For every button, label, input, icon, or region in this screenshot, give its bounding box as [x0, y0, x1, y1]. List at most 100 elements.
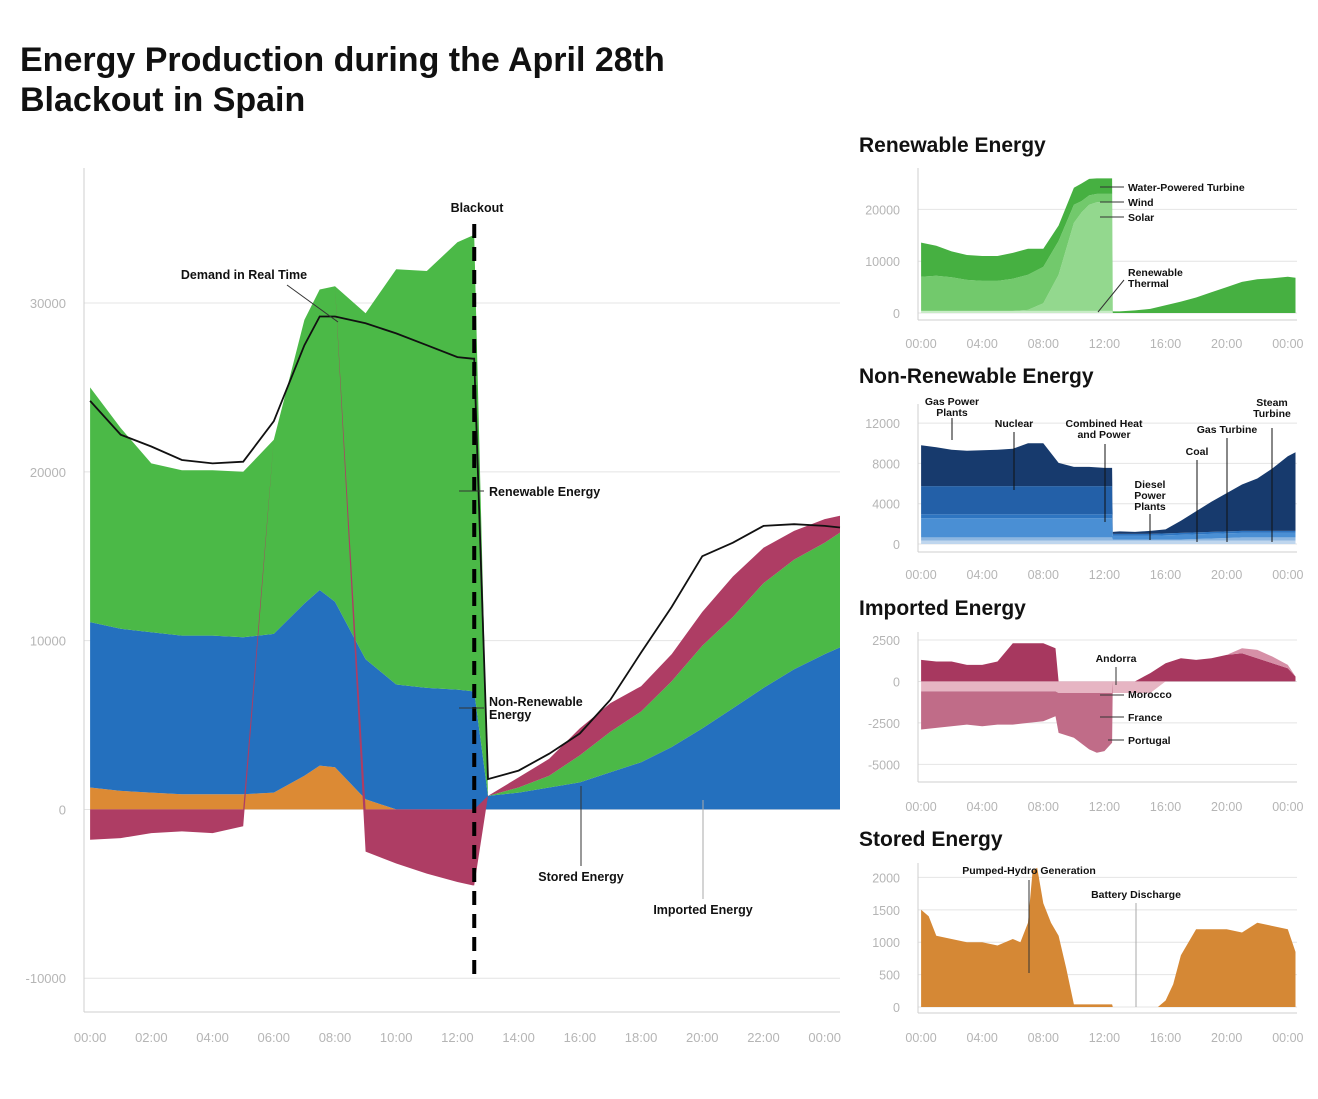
water-turbine-label: Water-Powered Turbine: [1128, 182, 1245, 194]
x-tick-label: 00:00: [1272, 1031, 1303, 1045]
x-tick-label: 16:00: [1150, 800, 1181, 814]
portugal-label: Portugal: [1128, 735, 1171, 747]
main-stored-energy-area: [90, 765, 841, 810]
stored-panel-chart: 2000 1500 1000 500 0 00:00 04:00 08:00 12:00 16:0…: [872, 863, 1304, 1045]
imported-france-area: [921, 643, 1296, 682]
main-non-renewable-energy-area: [90, 590, 841, 810]
x-tick-label: 12:00: [441, 1030, 474, 1045]
x-tick-label: 08:00: [1028, 800, 1059, 814]
x-tick-label: 00:00: [1272, 800, 1303, 814]
non-renewable-gas-turbine-area: [921, 514, 1296, 536]
gas-power-plants-label: Gas Power Plants: [925, 396, 979, 419]
y-tick-label: 10000: [865, 255, 900, 269]
renewable-label: Renewable Energy: [489, 485, 600, 499]
x-tick-label: 04:00: [967, 800, 998, 814]
non-renewable-diesel-power-plants-area: [921, 540, 1296, 544]
non-renewable-panel-title: Non-Renewable Energy: [859, 365, 1094, 388]
wind-label: Wind: [1128, 197, 1154, 209]
x-tick-label: 02:00: [135, 1030, 168, 1045]
non-renewable-label: Non-Renewable Energy: [489, 695, 583, 722]
gas-turbine-label: Gas Turbine: [1197, 424, 1258, 436]
x-tick-label: 04:00: [196, 1030, 229, 1045]
y-tick-label: 500: [879, 969, 900, 983]
andorra-label: Andorra: [1096, 653, 1137, 665]
x-tick-label: 20:00: [1211, 337, 1242, 351]
non-renewable-nuclear-area: [921, 486, 1296, 534]
x-tick-label: 08:00: [1028, 568, 1059, 582]
main-energy-chart: 30000 20000 10000 0 -10000 00:00 02:00 04:00 06:…: [26, 168, 841, 1045]
non-renewable-combined-heat-and-power-area: [921, 518, 1296, 540]
france-label: France: [1128, 712, 1163, 724]
y-tick-label: 10000: [30, 634, 66, 649]
demand-leader: [286, 284, 339, 323]
main-imported-energy-area: [90, 286, 841, 886]
demand-label: Demand in Real Time: [181, 268, 307, 282]
x-tick-label: 12:00: [1089, 1031, 1120, 1045]
y-tick-label: 0: [59, 802, 66, 817]
imported-morocco-area: [921, 681, 1296, 693]
non-renewable-gas-power-plants-area: [921, 443, 1296, 534]
y-tick-label: 1000: [872, 936, 900, 950]
blackout-label: Blackout: [451, 201, 505, 215]
y-tick-label: 0: [893, 675, 900, 689]
x-tick-label: 14:00: [502, 1030, 535, 1045]
x-tick-label: 12:00: [1089, 800, 1120, 814]
x-tick-label: 00:00: [74, 1030, 107, 1045]
stored-panel-title: Stored Energy: [859, 828, 1003, 851]
non-renewable-panel-chart: 12000 8000 4000 0 00:00 04:00 08:00 12:00 16:00 2…: [865, 396, 1303, 582]
stored-label: Stored Energy: [538, 870, 623, 884]
morocco-label: Morocco: [1128, 689, 1172, 701]
y-tick-label: 1500: [872, 904, 900, 918]
x-tick-label: 18:00: [625, 1030, 658, 1045]
chart-title: Energy Production during the April 28th …: [20, 41, 665, 119]
main-renewable-energy-area: [90, 235, 841, 796]
x-tick-label: 20:00: [1211, 568, 1242, 582]
y-tick-label: -5000: [868, 758, 900, 772]
renewable-renewable-thermal-area: [921, 310, 1296, 313]
y-tick-label: 20000: [865, 203, 900, 217]
x-tick-label: 00:00: [905, 800, 936, 814]
imported-panel-title: Imported Energy: [859, 597, 1026, 620]
x-tick-label: 06:00: [257, 1030, 290, 1045]
y-tick-label: 0: [893, 307, 900, 321]
x-tick-label: 04:00: [967, 568, 998, 582]
renewable-water-powered-turbine-area: [921, 178, 1296, 313]
x-tick-label: 00:00: [905, 568, 936, 582]
x-tick-label: 08:00: [1028, 337, 1059, 351]
x-tick-label: 10:00: [380, 1030, 413, 1045]
y-tick-label: -10000: [26, 971, 66, 986]
y-tick-label: -2500: [868, 717, 900, 731]
imported-panel-chart: 2500 0 -2500 -5000 00:00 04:00 08:00 12:00 16:00…: [868, 632, 1304, 814]
chp-label: Combined Heat and Power: [1065, 418, 1143, 441]
thermal-leader: [1097, 279, 1125, 313]
battery-label: Battery Discharge: [1091, 889, 1181, 901]
coal-label: Coal: [1186, 446, 1209, 458]
renewable-panel-chart: 20000 10000 0 00:00 04:00 08:00 12:00 16:00 20:0…: [865, 168, 1304, 351]
x-tick-label: 20:00: [686, 1030, 719, 1045]
x-tick-label: 04:00: [967, 1031, 998, 1045]
solar-label: Solar: [1128, 212, 1154, 224]
x-tick-label: 00:00: [1272, 337, 1303, 351]
x-tick-label: 16:00: [564, 1030, 597, 1045]
x-tick-label: 16:00: [1150, 337, 1181, 351]
renewable-panel-title: Renewable Energy: [859, 134, 1046, 157]
x-tick-label: 00:00: [905, 337, 936, 351]
x-tick-label: 08:00: [319, 1030, 352, 1045]
steam-turbine-label: Steam Turbine: [1253, 397, 1291, 420]
x-tick-label: 00:00: [1272, 568, 1303, 582]
x-tick-label: 08:00: [1028, 1031, 1059, 1045]
pumped-hydro-label: Pumped-Hydro Generation: [962, 865, 1096, 877]
renewable-thermal-label: Renewable Thermal: [1128, 267, 1183, 290]
x-tick-label: 20:00: [1211, 800, 1242, 814]
y-tick-label: 0: [893, 1001, 900, 1015]
x-tick-label: 00:00: [808, 1030, 841, 1045]
x-tick-label: 16:00: [1150, 568, 1181, 582]
renewable-solar-area: [921, 202, 1296, 313]
x-tick-label: 12:00: [1089, 568, 1120, 582]
demand-line: [89, 315, 841, 781]
non-renewable-coal-area: [921, 537, 1296, 541]
y-tick-label: 8000: [872, 457, 900, 471]
imported-portugal-area: [921, 653, 1296, 753]
x-tick-label: 22:00: [747, 1030, 780, 1045]
y-tick-label: 12000: [865, 417, 900, 431]
